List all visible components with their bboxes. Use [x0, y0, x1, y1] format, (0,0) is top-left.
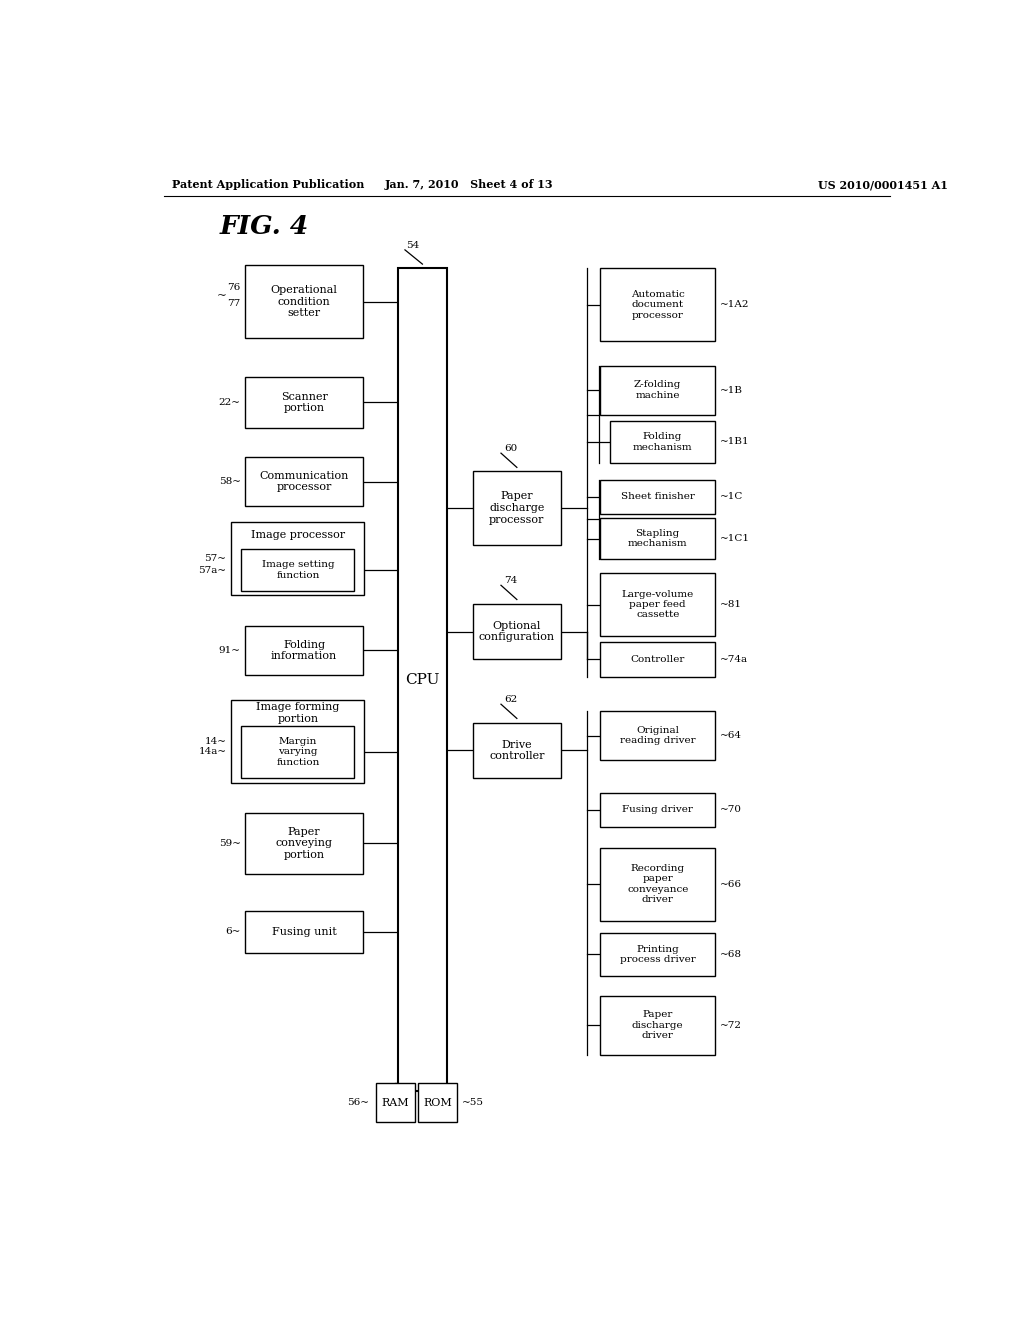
Text: 22~: 22~: [219, 397, 241, 407]
Bar: [600, 792, 715, 828]
Text: ~81: ~81: [720, 601, 742, 609]
Text: Fusing unit: Fusing unit: [271, 927, 337, 937]
Bar: [600, 643, 715, 677]
Text: Image processor: Image processor: [251, 531, 345, 540]
Text: Large-volume
paper feed
cassette: Large-volume paper feed cassette: [622, 590, 694, 619]
Text: 58~: 58~: [219, 477, 241, 486]
Text: 14~: 14~: [205, 738, 226, 746]
Bar: [600, 711, 715, 760]
Text: 62: 62: [504, 696, 517, 704]
Text: 56~: 56~: [347, 1098, 370, 1107]
Bar: [231, 523, 365, 595]
Text: Scanner
portion: Scanner portion: [281, 392, 328, 413]
Text: 91~: 91~: [219, 645, 241, 655]
Text: Folding
information: Folding information: [271, 639, 337, 661]
Bar: [473, 603, 560, 660]
Text: Paper
conveying
portion: Paper conveying portion: [275, 826, 333, 861]
Bar: [600, 933, 715, 975]
Text: 54: 54: [407, 240, 420, 249]
Text: ~55: ~55: [462, 1098, 484, 1107]
Bar: [473, 471, 560, 545]
Text: Margin
varying
function: Margin varying function: [276, 737, 319, 767]
Bar: [600, 366, 715, 414]
Text: Stapling
mechanism: Stapling mechanism: [628, 529, 687, 548]
Text: ~70: ~70: [720, 805, 742, 814]
Text: 14a~: 14a~: [199, 747, 226, 756]
Bar: [246, 378, 362, 428]
Text: 6~: 6~: [225, 928, 241, 936]
Bar: [242, 726, 354, 779]
Bar: [231, 700, 365, 784]
Bar: [246, 813, 362, 874]
Text: 76: 76: [227, 282, 241, 292]
Text: ~68: ~68: [720, 950, 742, 958]
Text: Paper
discharge
driver: Paper discharge driver: [632, 1011, 684, 1040]
Text: Recording
paper
conveyance
driver: Recording paper conveyance driver: [627, 865, 688, 904]
Text: ~72: ~72: [720, 1020, 742, 1030]
Text: ~1B: ~1B: [720, 385, 743, 395]
Bar: [246, 911, 362, 953]
Text: Printing
process driver: Printing process driver: [620, 945, 695, 964]
Bar: [609, 421, 715, 463]
Text: Communication
processor: Communication processor: [259, 471, 349, 492]
Text: Patent Application Publication: Patent Application Publication: [172, 180, 364, 190]
Bar: [600, 479, 715, 515]
Text: 57a~: 57a~: [199, 565, 226, 574]
Bar: [473, 722, 560, 779]
Bar: [600, 268, 715, 342]
Text: ~1B1: ~1B1: [720, 437, 750, 446]
Bar: [376, 1084, 416, 1122]
Text: ~1C: ~1C: [720, 492, 743, 502]
Text: Automatic
document
processor: Automatic document processor: [631, 290, 685, 319]
Text: US 2010/0001451 A1: US 2010/0001451 A1: [818, 180, 948, 190]
Text: Paper
discharge
processor: Paper discharge processor: [489, 491, 545, 524]
Text: Sheet finisher: Sheet finisher: [621, 492, 694, 502]
Text: RAM: RAM: [382, 1098, 410, 1107]
Text: ~: ~: [216, 289, 226, 302]
Bar: [600, 519, 715, 558]
Bar: [246, 457, 362, 506]
Text: ~64: ~64: [720, 731, 742, 741]
Text: Original
reading driver: Original reading driver: [620, 726, 695, 746]
Text: CPU: CPU: [406, 673, 439, 686]
Bar: [397, 268, 447, 1092]
Text: Image setting
function: Image setting function: [261, 561, 334, 579]
Text: Z-folding
machine: Z-folding machine: [634, 380, 681, 400]
Bar: [242, 549, 354, 591]
Text: Controller: Controller: [631, 655, 685, 664]
Bar: [600, 847, 715, 921]
Text: 74: 74: [504, 577, 517, 585]
Text: ~66: ~66: [720, 879, 742, 888]
Text: FIG. 4: FIG. 4: [219, 214, 308, 239]
Text: Image forming
portion: Image forming portion: [256, 702, 340, 723]
Text: ~1C1: ~1C1: [720, 535, 750, 543]
Bar: [246, 626, 362, 675]
Bar: [418, 1084, 458, 1122]
Text: Jan. 7, 2010   Sheet 4 of 13: Jan. 7, 2010 Sheet 4 of 13: [385, 180, 554, 190]
Text: Folding
mechanism: Folding mechanism: [633, 432, 692, 451]
Text: Drive
controller: Drive controller: [489, 739, 545, 762]
Text: 59~: 59~: [219, 840, 241, 847]
Text: ~74a: ~74a: [720, 655, 749, 664]
Bar: [600, 995, 715, 1055]
Text: Fusing driver: Fusing driver: [623, 805, 693, 814]
Text: 57~: 57~: [205, 554, 226, 564]
Text: 77: 77: [227, 300, 241, 309]
Bar: [600, 573, 715, 636]
Text: ~1A2: ~1A2: [720, 300, 750, 309]
Text: 60: 60: [504, 444, 517, 453]
Bar: [246, 265, 362, 338]
Text: Optional
configuration: Optional configuration: [479, 620, 555, 643]
Text: Operational
condition
setter: Operational condition setter: [270, 285, 338, 318]
Text: ROM: ROM: [423, 1098, 452, 1107]
